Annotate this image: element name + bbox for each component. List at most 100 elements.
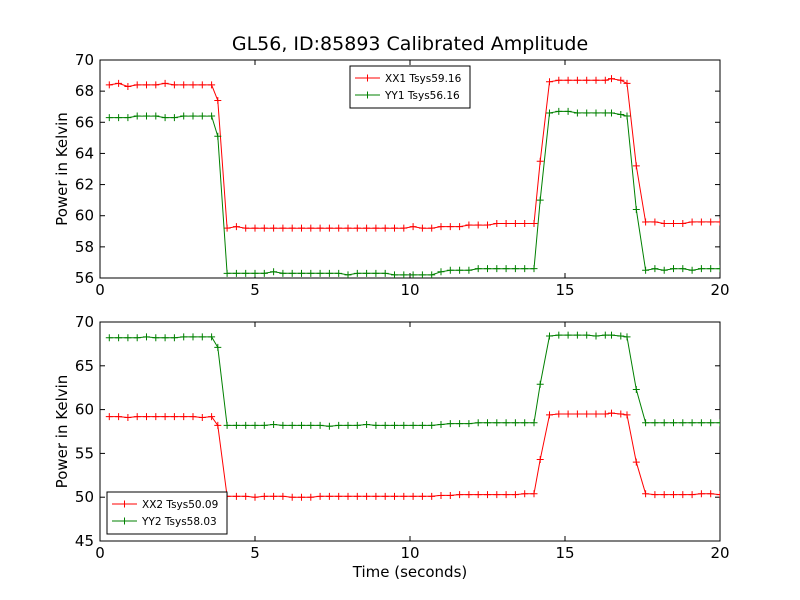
data-point [583,410,591,418]
data-point [198,413,206,421]
data-point [152,413,160,421]
y-axis-label: Power in Kelvin [53,375,71,489]
data-point [279,492,287,500]
data-point [688,491,696,499]
data-point [180,81,188,89]
data-point [288,493,296,501]
data-point [716,218,720,226]
data-point [536,157,544,165]
data-point [381,421,389,429]
data-point [208,112,216,120]
data-point [632,458,640,466]
data-point [623,333,631,341]
data-point [502,220,510,227]
data-point [632,162,640,170]
data-point [688,419,696,427]
series-2 [105,107,720,278]
data-point [124,82,132,90]
data-point [465,491,473,499]
data-point [632,205,640,213]
series-1 [105,75,720,232]
data-point [372,421,380,429]
data-point [592,109,600,117]
data-point [716,491,720,499]
data-point [530,490,538,498]
data-point [573,331,581,339]
y-tick-label: 65 [75,357,94,375]
data-point [651,218,659,226]
data-point [316,269,324,277]
legend: XX1 Tsys59.16 YY1 Tsys56.16 [349,65,471,109]
legend-marker [364,74,371,82]
data-point [143,81,150,89]
data-point [180,112,188,120]
data-point [418,271,426,278]
data-point [502,265,510,273]
data-point [601,76,609,84]
data-point [400,492,408,500]
data-point [679,265,687,273]
data-point [670,491,677,499]
data-point [536,456,544,464]
data-point [298,224,305,232]
data-point [260,492,268,500]
y-tick-label: 62 [75,176,94,194]
data-point [325,492,333,500]
data-point [400,421,408,429]
data-point [707,419,715,427]
data-point [660,491,668,499]
data-point [152,112,160,120]
data-point [251,493,259,501]
data-point [115,114,123,122]
data-point [660,220,668,227]
y-axis-label: Power in Kelvin [53,112,71,226]
data-point [707,265,715,273]
data-point [223,421,231,429]
data-point [214,96,222,104]
data-point [555,107,563,115]
data-point [670,220,677,227]
data-point [418,492,426,500]
data-point [133,112,141,120]
data-point [409,421,417,429]
data-point [208,81,216,89]
data-point [707,490,715,498]
data-point [372,224,380,232]
data-point [418,421,426,429]
data-point [409,492,417,500]
data-point [133,413,141,421]
data-point [446,266,454,274]
data-point [124,334,132,342]
data-point [456,266,464,274]
data-point [325,224,333,232]
data-point [564,410,572,418]
data-point [251,421,259,429]
data-point [152,81,160,89]
data-point [608,409,615,417]
data-point [353,421,361,429]
data-point [679,419,687,427]
data-point [288,269,296,277]
y-tick-label: 58 [75,238,94,256]
legend-label: XX1 Tsys59.16 [385,73,462,85]
data-point [617,332,625,340]
y-tick-label: 70 [75,313,94,331]
data-point [189,81,197,89]
data-point [335,492,343,500]
data-point [223,224,231,232]
bottom-panel: 0 5 10 15 20 45 50 55 60 65 70 Power in Kelvin Time … [53,313,730,581]
data-point [279,421,287,429]
data-point [260,224,268,232]
legend-box [106,491,228,535]
y-tick-label: 56 [75,269,94,287]
data-point [697,218,705,226]
x-tick-label: 0 [95,544,105,562]
data-point [536,196,544,204]
data-point [623,411,631,419]
data-point [344,271,352,278]
data-point [335,421,343,429]
top-panel: 0 5 10 15 20 56 58 60 62 64 66 68 70 Power in Kelvin X… [53,51,730,299]
data-point [232,223,240,231]
data-point [214,132,222,140]
